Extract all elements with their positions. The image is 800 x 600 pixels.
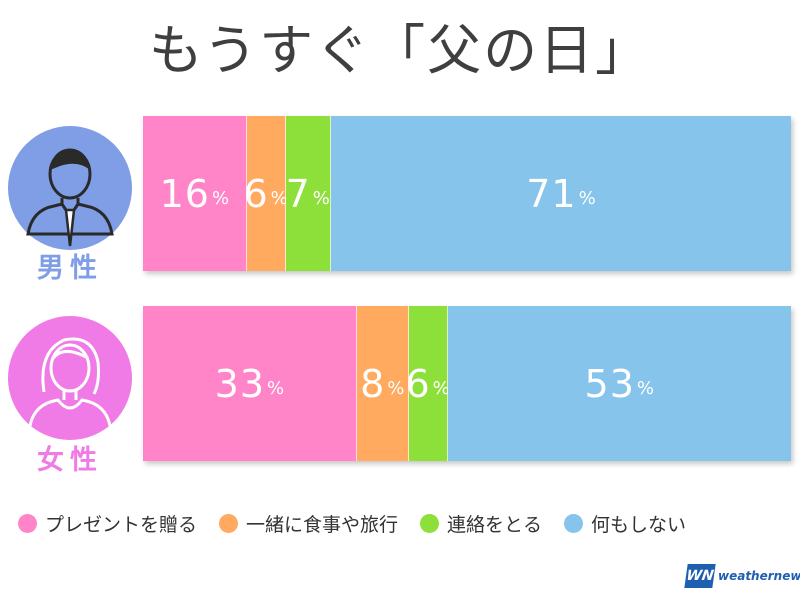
stacked-bar: 16% 6% 7% 71% [143, 116, 791, 271]
data-label-unit: % [270, 188, 288, 209]
female-person-icon [8, 316, 132, 440]
data-label-unit: % [211, 188, 230, 209]
legend-label: 何もしない [591, 514, 687, 536]
data-label-value: 7 [285, 171, 311, 216]
legend-swatch [219, 514, 239, 533]
logo-text: weathernews [718, 569, 800, 583]
weathernews-logo: WN weathernews [684, 562, 800, 590]
data-label-unit: % [312, 188, 330, 209]
legend-label: 一緒に食事や旅行 [246, 514, 399, 536]
bar-segment: 7% [285, 116, 331, 271]
data-label-value: 53 [584, 361, 635, 406]
data-label-unit: % [267, 378, 285, 399]
category-label: 女性 [37, 445, 103, 476]
male-person-icon [8, 126, 132, 250]
bar-segment: 71% [330, 116, 791, 271]
data-label-unit: % [578, 188, 596, 209]
data-label-value: 33 [214, 361, 266, 406]
legend: プレゼントを贈る 一緒に食事や旅行 連絡をとる 何もしない [18, 510, 798, 537]
bar-segment: 6% [243, 116, 288, 271]
legend-swatch [564, 514, 584, 533]
legend-item: 一緒に食事や旅行 [219, 510, 398, 537]
bar-segment: 33% [143, 306, 357, 461]
data-label-value: 6 [405, 361, 431, 406]
data-label-value: 8 [360, 361, 386, 406]
stacked-bar: 33% 8% 6% 53% [143, 306, 791, 461]
category-label: 男性 [37, 253, 103, 284]
data-label-value: 6 [243, 171, 269, 216]
data-label-unit: % [432, 378, 450, 399]
legend-item: プレゼントを贈る [18, 510, 197, 537]
data-label-unit: % [387, 378, 405, 399]
bar-segment: 16% [143, 116, 247, 271]
legend-item: 何もしない [564, 510, 686, 537]
bar-segment: 53% [447, 306, 791, 461]
legend-label: 連絡をとる [447, 514, 543, 536]
chart-title: もうすぐ「父の日」 [148, 19, 652, 82]
logo-mark: WN [684, 564, 716, 588]
legend-swatch [18, 514, 37, 533]
legend-swatch [420, 514, 440, 533]
data-label-unit: % [636, 378, 654, 399]
data-label-value: 71 [526, 171, 577, 216]
bar-segment: 8% [356, 306, 409, 461]
bar-segment: 6% [405, 306, 450, 461]
legend-label: プレゼントを贈る [45, 514, 198, 536]
data-label-value: 16 [159, 171, 210, 216]
legend-item: 連絡をとる [420, 510, 542, 537]
